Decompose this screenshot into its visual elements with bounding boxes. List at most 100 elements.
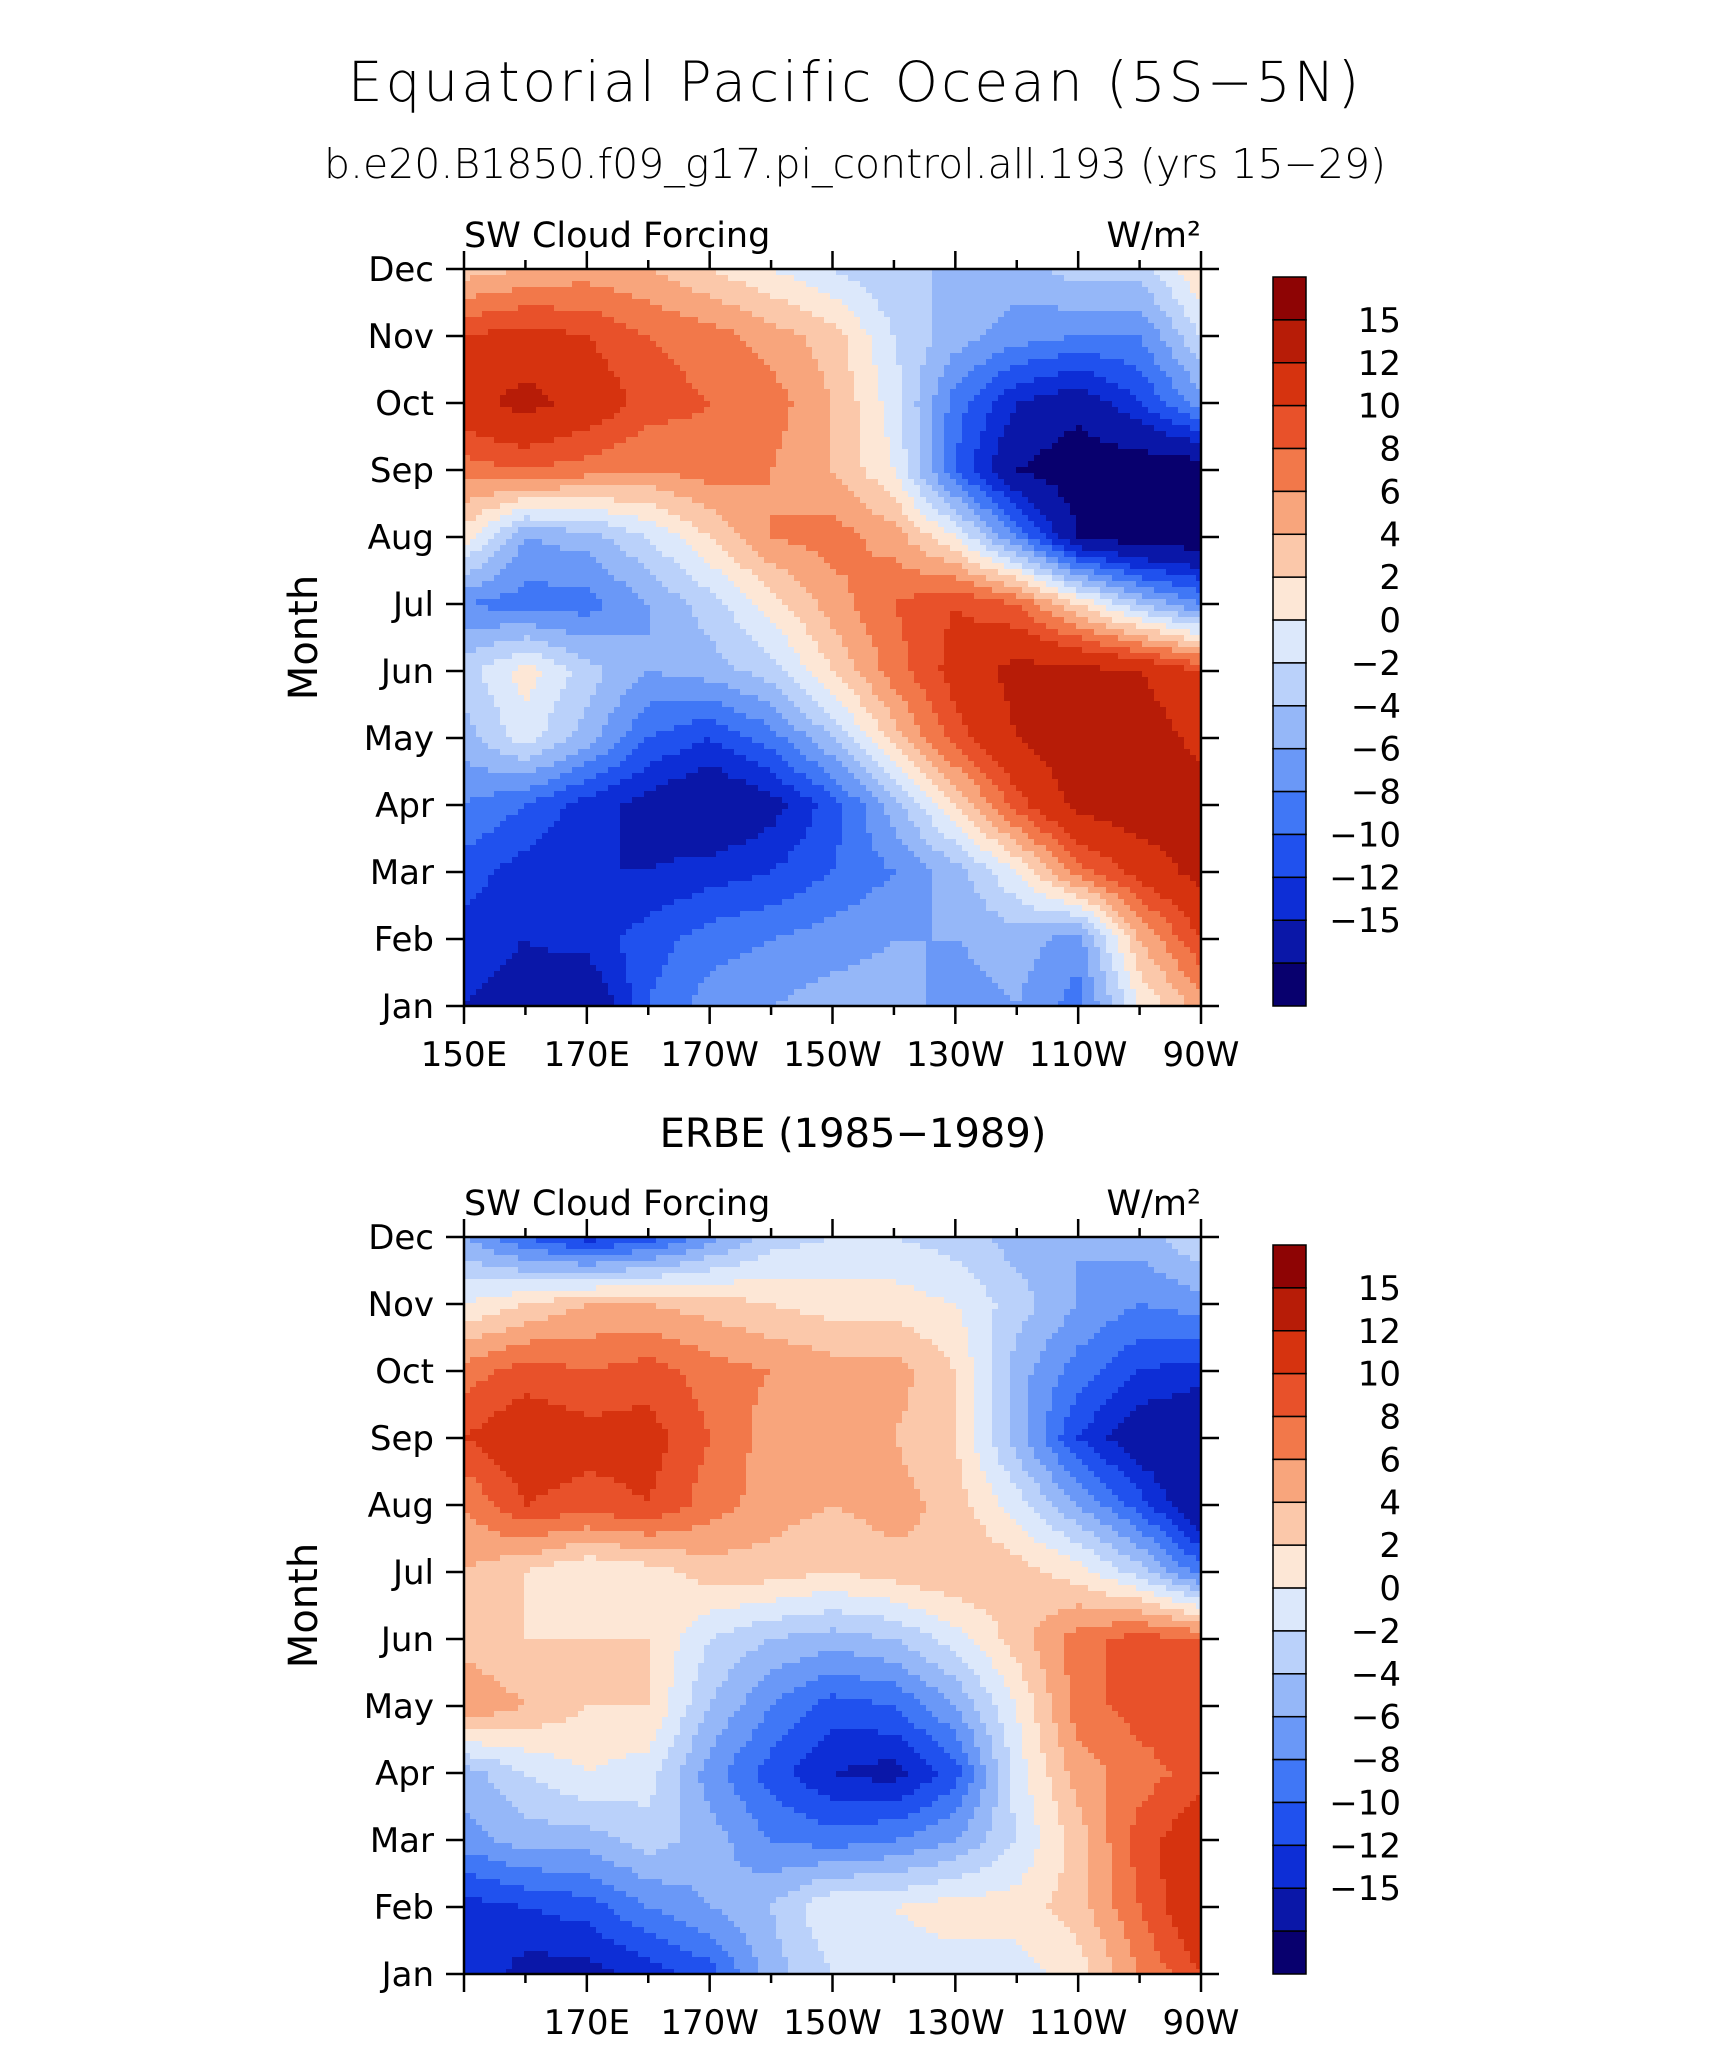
heatmap-cell [722, 299, 729, 306]
heatmap-cell [914, 437, 921, 444]
heatmap-cell [998, 293, 1005, 300]
heatmap-cell [1076, 491, 1083, 498]
heatmap-cell [728, 473, 735, 480]
heatmap-cell [872, 377, 879, 384]
heatmap-cell [1058, 431, 1065, 438]
heatmap-cell [548, 419, 555, 426]
heatmap-cell [602, 305, 609, 312]
heatmap-cell [692, 413, 699, 420]
heatmap-cell [788, 371, 795, 378]
heatmap-cell [890, 443, 897, 450]
heatmap-cell [1016, 335, 1023, 342]
heatmap-cell [728, 407, 735, 414]
heatmap-cell [716, 287, 723, 294]
heatmap-cell [968, 377, 975, 384]
heatmap-cell [950, 389, 957, 396]
heatmap-cell [668, 365, 675, 372]
heatmap-cell [890, 305, 897, 312]
heatmap-cell [842, 467, 849, 474]
heatmap-cell [518, 425, 525, 432]
heatmap-cell [818, 353, 825, 360]
heatmap-cell [770, 275, 777, 282]
heatmap-cell [1154, 491, 1161, 498]
heatmap-cell [1064, 425, 1071, 432]
heatmap-cell [1118, 299, 1125, 306]
heatmap-cell [782, 311, 789, 318]
heatmap-cell [1022, 479, 1029, 486]
heatmap-cell [1016, 449, 1023, 456]
heatmap-cell [578, 347, 585, 354]
heatmap-cell [800, 473, 807, 480]
heatmap-cell [1160, 371, 1167, 378]
heatmap-cell [836, 395, 843, 402]
heatmap-cell [1016, 443, 1023, 450]
heatmap-cell [944, 443, 951, 450]
heatmap-cell [632, 293, 639, 300]
heatmap-cell [950, 371, 957, 378]
heatmap-cell [836, 311, 843, 318]
heatmap-cell [890, 419, 897, 426]
heatmap-cell [530, 449, 537, 456]
heatmap-cell [722, 335, 729, 342]
heatmap-cell [1136, 305, 1143, 312]
heatmap-cell [1112, 467, 1119, 474]
heatmap-cell [950, 299, 957, 306]
heatmap-cell [1076, 383, 1083, 390]
heatmap-cell [872, 467, 879, 474]
heatmap-cell [800, 437, 807, 444]
heatmap-cell [776, 281, 783, 288]
heatmap-cell [1010, 407, 1017, 414]
heatmap-cell [644, 389, 651, 396]
heatmap-cell [740, 305, 747, 312]
heatmap-cell [698, 389, 705, 396]
heatmap-cell [470, 413, 477, 420]
heatmap-cell [656, 431, 663, 438]
heatmap-cell [974, 359, 981, 366]
heatmap-cell [1016, 503, 1023, 510]
heatmap-cell [998, 317, 1005, 324]
heatmap-cell [1040, 485, 1047, 492]
heatmap-cell [1136, 461, 1143, 468]
heatmap-cell [494, 323, 501, 330]
heatmap-cell [926, 443, 933, 450]
heatmap-cell [494, 311, 501, 318]
heatmap-cell [548, 395, 555, 402]
heatmap-cell [734, 293, 741, 300]
heatmap-cell [866, 305, 873, 312]
heatmap-cell [1046, 437, 1053, 444]
heatmap-cell [656, 491, 663, 498]
heatmap-cell [632, 305, 639, 312]
heatmap-cell [788, 443, 795, 450]
heatmap-cell [1022, 305, 1029, 312]
heatmap-cell [1046, 413, 1053, 420]
heatmap-cell [584, 413, 591, 420]
heatmap-cell [518, 443, 525, 450]
heatmap-cell [1046, 401, 1053, 408]
heatmap-cell [1016, 359, 1023, 366]
heatmap-cell [1022, 275, 1029, 282]
heatmap-cell [680, 479, 687, 486]
heatmap-cell [482, 323, 489, 330]
heatmap-cell [800, 275, 807, 282]
heatmap-cell [554, 443, 561, 450]
heatmap-cell [1010, 371, 1017, 378]
heatmap-cell [884, 317, 891, 324]
heatmap-cell [1052, 467, 1059, 474]
heatmap-cell [1142, 431, 1149, 438]
heatmap-cell [524, 383, 531, 390]
heatmap-cell [608, 347, 615, 354]
heatmap-cell [1130, 293, 1137, 300]
heatmap-cell [1040, 311, 1047, 318]
heatmap-cell [776, 467, 783, 474]
heatmap-cell [626, 335, 633, 342]
heatmap-cell [470, 281, 477, 288]
heatmap-cell [524, 299, 531, 306]
heatmap-cell [1046, 491, 1053, 498]
heatmap-cell [578, 359, 585, 366]
heatmap-cell [626, 329, 633, 336]
heatmap-cell [1028, 449, 1035, 456]
heatmap-cell [956, 431, 963, 438]
heatmap-cell [800, 287, 807, 294]
heatmap-cell [674, 503, 681, 510]
heatmap-cell [1136, 503, 1143, 510]
